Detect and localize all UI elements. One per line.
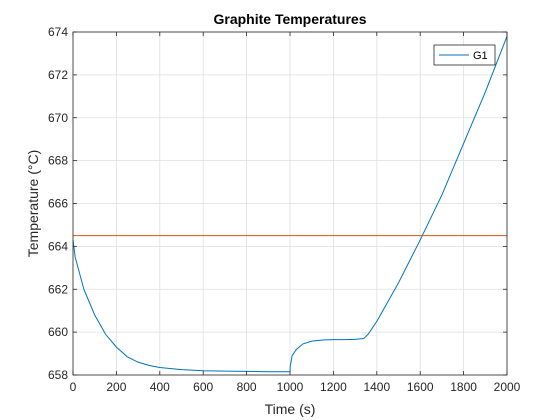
y-tick-label: 674: [48, 25, 68, 39]
x-tick-label: 0: [70, 380, 77, 394]
x-tick-label: 1800: [450, 380, 477, 394]
y-tick-label: 658: [48, 368, 68, 382]
legend-label: G1: [473, 50, 488, 62]
y-tick-label: 670: [48, 111, 68, 125]
y-tick-label: 668: [48, 154, 68, 168]
ticks: 0 200 400 600 800 1000 1200 1400 1600 1800 2000 658…: [48, 25, 521, 394]
x-tick-label: 1400: [363, 380, 390, 394]
y-tick-label: 666: [48, 197, 68, 211]
y-tick-label: 672: [48, 68, 68, 82]
x-tick-label: 1200: [320, 380, 347, 394]
x-tick-label: 800: [237, 380, 257, 394]
x-tick-label: 600: [193, 380, 213, 394]
y-axis-label: Temperature (°C): [25, 150, 41, 258]
y-tick-label: 662: [48, 282, 68, 296]
chart-title: Graphite Temperatures: [213, 11, 366, 27]
x-tick-label: 400: [150, 380, 170, 394]
series-line-1: [72, 36, 508, 373]
x-tick-label: 1600: [407, 380, 434, 394]
y-tick-label: 664: [48, 239, 68, 253]
x-axis-label: Time (s): [265, 401, 316, 417]
y-tick-label: 660: [48, 325, 68, 339]
series-group: [72, 36, 508, 373]
x-tick-label: 2000: [494, 380, 521, 394]
legend: G1: [433, 44, 496, 66]
x-tick-label: 1000: [277, 380, 304, 394]
x-tick-label: 200: [106, 380, 126, 394]
